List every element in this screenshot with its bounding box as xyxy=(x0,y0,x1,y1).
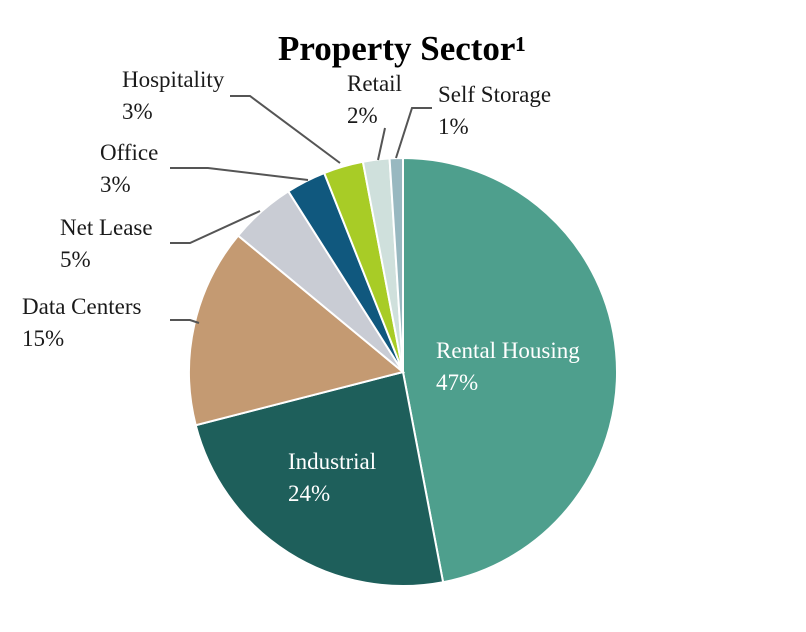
pie-slice-data-centers xyxy=(188,234,406,427)
pie-slice-industrial xyxy=(194,370,445,587)
slice-label-self-storage: Self Storage xyxy=(438,82,551,107)
slice-label-rental-housing: Rental Housing xyxy=(436,338,580,363)
leader-line-hospitality xyxy=(230,95,341,164)
slice-label-office: Office xyxy=(100,140,158,165)
leader-line-retail xyxy=(377,127,386,161)
slice-labels: Rental Housing 47% Industrial 24% Data Cente… xyxy=(22,67,580,506)
slice-label-net-lease: Net Lease xyxy=(60,215,153,240)
pie-slice-self-storage xyxy=(388,156,404,373)
leader-line-office xyxy=(170,167,309,181)
slice-label-hospitality: Hospitality xyxy=(122,67,225,92)
pie-slice-rental-housing xyxy=(402,156,618,584)
slice-value-self-storage: 1% xyxy=(438,114,469,139)
slice-value-hospitality: 3% xyxy=(122,99,153,124)
chart-title: Property Sector¹ xyxy=(278,29,526,68)
slice-value-data-centers: 15% xyxy=(22,326,64,351)
slice-label-retail: Retail xyxy=(347,71,402,96)
pie-slices xyxy=(188,156,618,587)
slice-value-retail: 2% xyxy=(347,103,378,128)
slice-value-rental-housing: 47% xyxy=(436,370,478,395)
slice-value-industrial: 24% xyxy=(288,481,330,506)
leader-lines xyxy=(170,95,432,324)
leader-line-net-lease xyxy=(170,210,261,244)
leader-line-data-centers xyxy=(170,319,200,324)
slice-value-net-lease: 5% xyxy=(60,247,91,272)
leader-line-self-storage xyxy=(395,107,432,159)
slice-label-industrial: Industrial xyxy=(288,449,376,474)
slice-value-office: 3% xyxy=(100,172,131,197)
slice-label-data-centers: Data Centers xyxy=(22,294,141,319)
